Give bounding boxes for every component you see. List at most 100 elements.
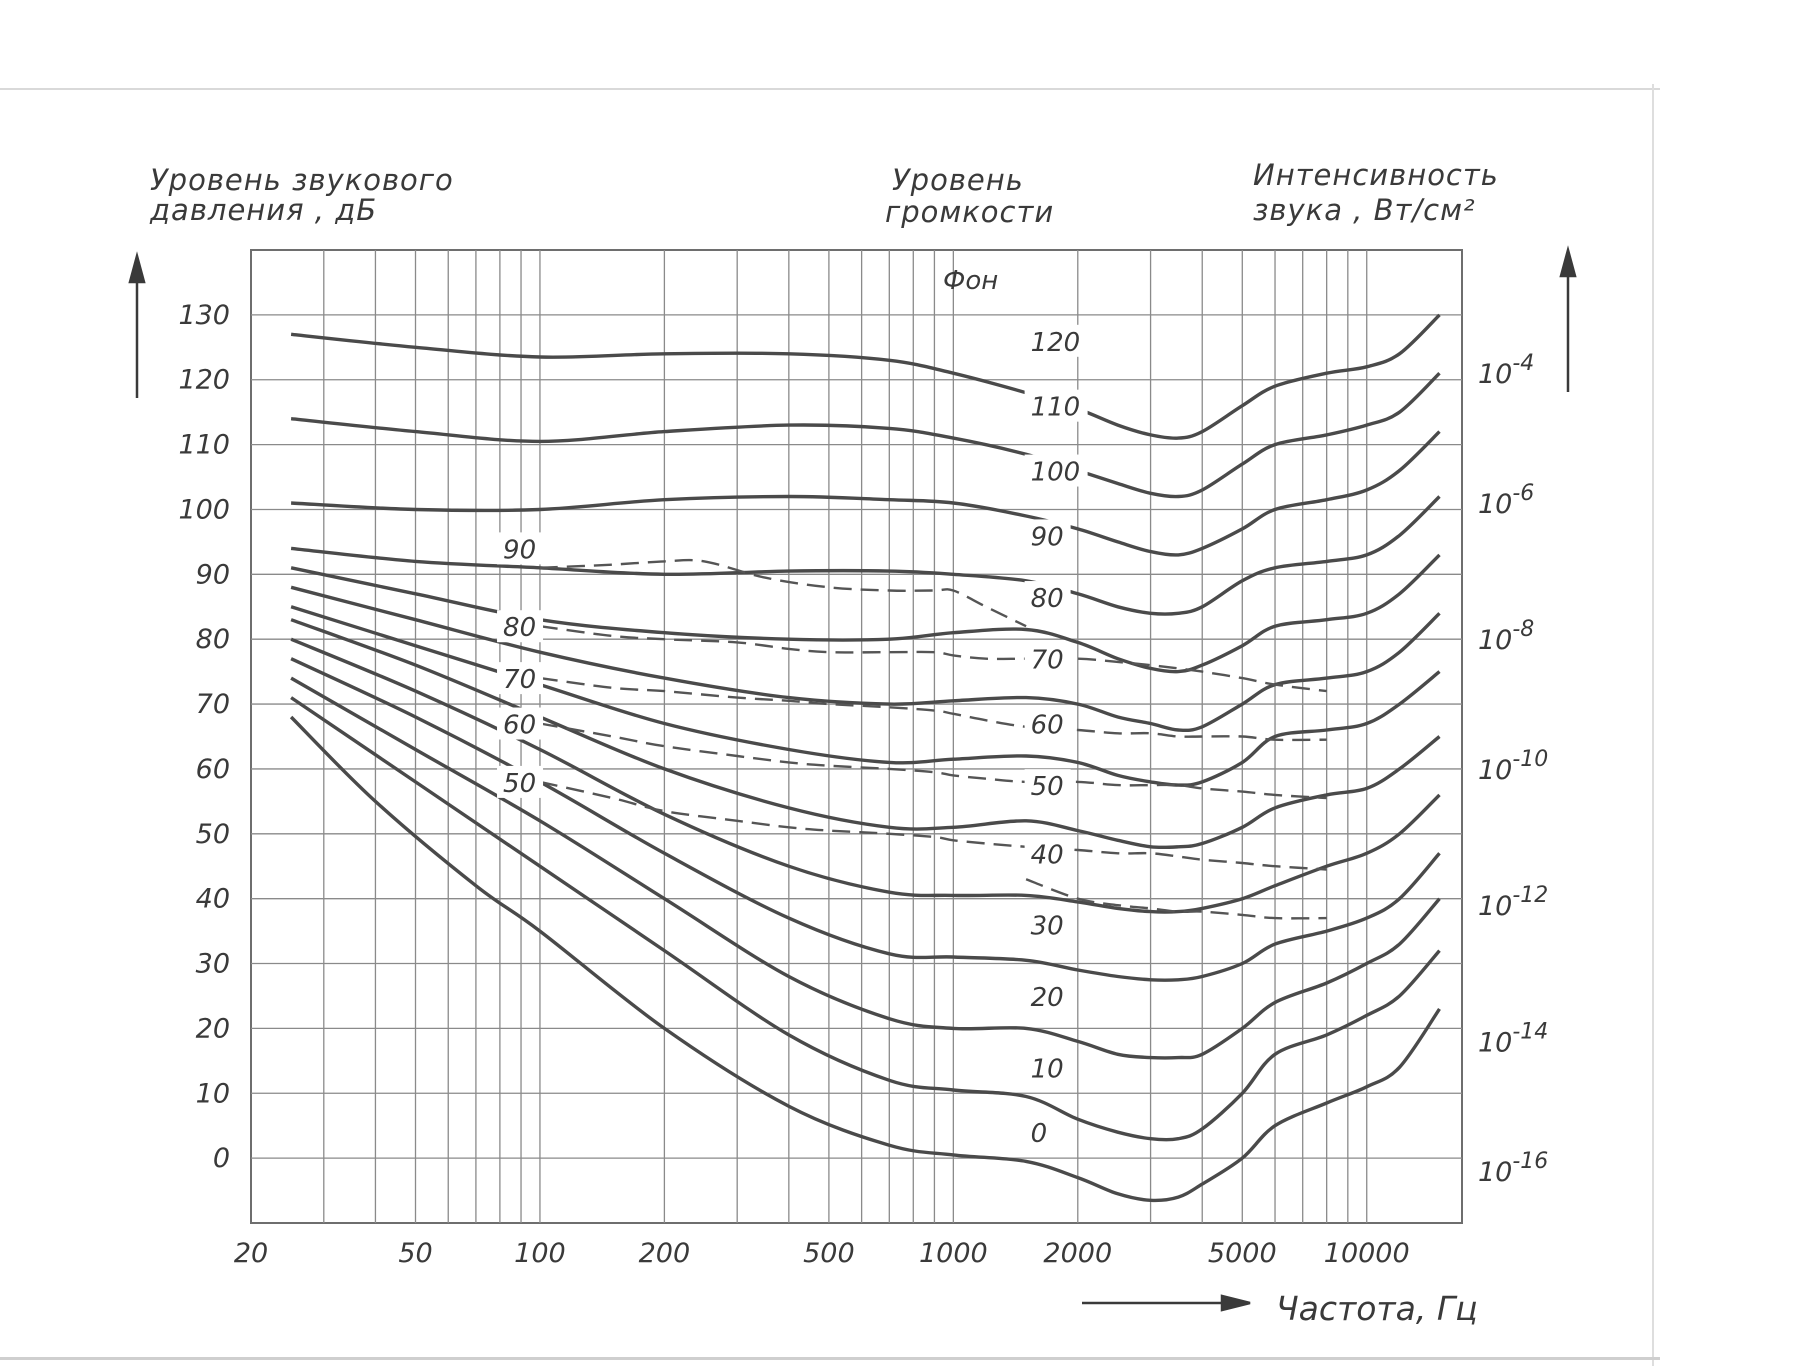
curve-120-phon — [290, 313, 1441, 440]
y-tick-label: 100 — [178, 494, 230, 525]
y-tick-label: 40 — [196, 884, 230, 915]
dashed-label-90-bg — [497, 532, 544, 565]
y-tick-label: 80 — [196, 624, 230, 655]
left-axis-arrow — [128, 251, 146, 398]
left-axis-title-line2: давления , дБ — [149, 193, 377, 227]
curve-20-phon — [290, 676, 1441, 1060]
right-tick-labels: 10-16 10-14 10-12 10-10 10-8 10-6 10-4 — [1478, 351, 1548, 1188]
y-tick-label: 110 — [178, 430, 230, 461]
curve-label-30-bg — [1024, 908, 1071, 941]
right-tick-label: 10-8 — [1478, 617, 1534, 656]
curve-label-10-bg — [1024, 1051, 1071, 1084]
curve-70-phon — [290, 585, 1441, 733]
right-axis-arrow — [1559, 245, 1577, 392]
dashed-label-90: 90 — [503, 535, 536, 565]
loudness-title-line1: Уровень — [892, 163, 1024, 197]
curve-label-40: 40 — [1031, 840, 1064, 870]
curve-110-phon — [290, 371, 1441, 499]
curve-90-phon — [290, 495, 1441, 616]
dashed-label-60: 60 — [503, 711, 536, 741]
x-tick-label: 1000 — [919, 1238, 988, 1269]
curve-40-phon — [290, 637, 1441, 914]
curve-label-80-bg — [1024, 581, 1071, 614]
curve-label-100-bg — [1024, 454, 1088, 487]
dashed-curve-5 — [1025, 878, 1327, 920]
curve-label-90: 90 — [1031, 522, 1064, 552]
right-tick-label: 10-10 — [1478, 747, 1548, 786]
curve-label-110-bg — [1024, 389, 1088, 422]
y-tick-label: 10 — [196, 1078, 230, 1109]
dashed-label-50-bg — [497, 765, 544, 798]
left-axis-title-line1: Уровень звукового — [150, 163, 454, 197]
right-tick-label: 10-4 — [1478, 351, 1534, 390]
curve-label-0: 0 — [1031, 1119, 1048, 1149]
x-tick-labels: 20 50 100 200 500 1000 2000 5000 10000 — [234, 1238, 1410, 1269]
dashed-curve-80 — [539, 625, 1327, 693]
curve-label-90-bg — [1024, 519, 1071, 552]
dashed-curves — [539, 558, 1327, 920]
right-axis-title-line2: звука , Вт/см² — [1253, 193, 1476, 227]
x-tick-label: 10000 — [1324, 1238, 1410, 1269]
dashed-label-60-bg — [497, 707, 544, 740]
y-tick-label: 0 — [213, 1143, 230, 1174]
right-tick-label: 10-6 — [1478, 481, 1534, 520]
curve-label-60: 60 — [1031, 711, 1064, 741]
y-tick-label: 130 — [178, 300, 230, 331]
x-tick-label: 5000 — [1208, 1238, 1277, 1269]
curve-label-50-bg — [1024, 769, 1071, 802]
dashed-curve-50 — [539, 780, 1327, 871]
x-axis-title: Частота, Гц — [1276, 1289, 1478, 1328]
curve-label-70-bg — [1024, 642, 1071, 675]
y-tick-label: 90 — [196, 559, 230, 590]
curve-label-20-bg — [1024, 979, 1071, 1012]
curves — [289, 313, 1441, 1203]
right-axis-title-line1: Интенсивность — [1253, 158, 1499, 192]
dashed-curve-70 — [539, 676, 1327, 742]
dashed-curve-60 — [539, 722, 1327, 800]
curve-label-20: 20 — [1031, 983, 1064, 1013]
loudness-title-line2: громкости — [885, 195, 1054, 229]
scan-edge-right — [1652, 84, 1654, 1366]
curve-80-phon — [290, 553, 1441, 674]
right-tick-label: 10-14 — [1478, 1019, 1548, 1058]
dashed-label-80-bg — [497, 610, 544, 643]
y-tick-labels: 0 10 20 30 40 50 60 70 80 90 100 110 120 130 — [178, 300, 230, 1174]
x-tick-label: 50 — [398, 1238, 432, 1269]
dashed-label-50: 50 — [503, 769, 536, 799]
curve-label-10: 10 — [1031, 1054, 1064, 1084]
curve-label-120-bg — [1024, 324, 1088, 357]
right-tick-label: 10-16 — [1478, 1149, 1548, 1188]
scan-edge-bottom — [0, 1357, 1660, 1360]
curve-100-phon — [291, 430, 1441, 557]
curve-label-120: 120 — [1031, 328, 1081, 358]
dashed-label-70-bg — [497, 662, 544, 695]
x-axis-arrow — [1082, 1294, 1251, 1312]
x-tick-label: 500 — [803, 1238, 855, 1269]
curve-60-phon — [290, 605, 1441, 787]
curve-0-phon — [289, 715, 1441, 1203]
right-tick-label: 10-12 — [1478, 883, 1548, 922]
curve-30-phon — [290, 657, 1441, 982]
x-tick-label: 200 — [639, 1238, 691, 1269]
curve-50-phon — [290, 618, 1441, 850]
scan-edge-top — [0, 88, 1660, 90]
dashed-label-70: 70 — [503, 665, 536, 695]
curve-label-110: 110 — [1031, 393, 1081, 423]
curve-label-30: 30 — [1031, 912, 1064, 942]
y-tick-label: 30 — [196, 949, 230, 980]
curve-label-80: 80 — [1031, 584, 1064, 614]
y-tick-label: 60 — [196, 754, 230, 785]
curve-labels: 0 10 20 30 40 50 60 70 80 90 100 110 120 90 80 70 60 50 — [497, 324, 1088, 1149]
y-tick-label: 50 — [196, 819, 230, 850]
phon-unit-label: Фон — [943, 266, 998, 296]
dashed-label-80: 80 — [503, 613, 536, 643]
y-tick-label: 70 — [196, 689, 230, 720]
curve-label-40-bg — [1024, 837, 1071, 870]
curve-label-0-bg — [1024, 1116, 1054, 1149]
y-tick-label: 120 — [178, 365, 230, 396]
y-tick-label: 20 — [196, 1013, 230, 1044]
plot-frame — [250, 249, 1463, 1224]
curve-10-phon — [290, 696, 1441, 1142]
